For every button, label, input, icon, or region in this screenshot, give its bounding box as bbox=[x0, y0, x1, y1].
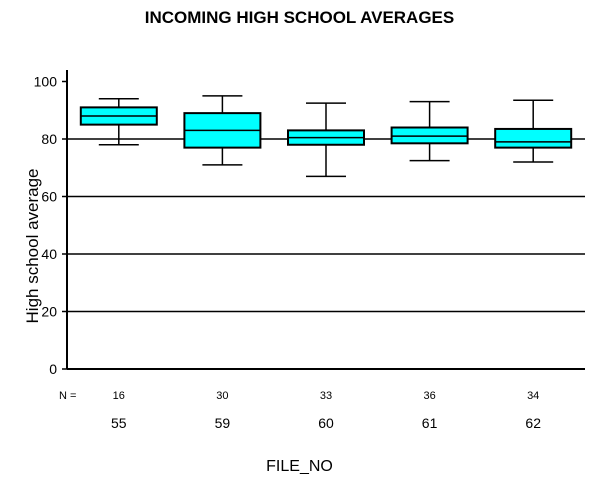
y-tick-label-60: 60 bbox=[41, 189, 57, 205]
x-tick-label-61: 61 bbox=[422, 415, 438, 431]
x-tick-label-62: 62 bbox=[525, 415, 541, 431]
y-tick-label-80: 80 bbox=[41, 131, 57, 147]
n-count-62: 34 bbox=[527, 390, 539, 402]
chart-title: INCOMING HIGH SCHOOL AVERAGES bbox=[144, 8, 455, 27]
x-tick-label-60: 60 bbox=[318, 415, 334, 431]
y-tick-label-100: 100 bbox=[34, 74, 58, 90]
y-axis-title: High school average bbox=[23, 169, 42, 324]
box-62 bbox=[494, 127, 573, 149]
y-tick-label-40: 40 bbox=[41, 246, 57, 262]
n-label: N = bbox=[59, 390, 76, 402]
y-tick-label-0: 0 bbox=[49, 361, 57, 377]
n-count-61: 36 bbox=[423, 390, 435, 402]
y-tick-label-20: 20 bbox=[41, 304, 57, 320]
x-tick-label-55: 55 bbox=[111, 415, 127, 431]
x-tick-label-59: 59 bbox=[215, 415, 231, 431]
n-count-60: 33 bbox=[320, 390, 332, 402]
n-count-59: 30 bbox=[216, 390, 228, 402]
x-axis-title: FILE_NO bbox=[266, 458, 333, 475]
n-count-55: 16 bbox=[113, 390, 125, 402]
